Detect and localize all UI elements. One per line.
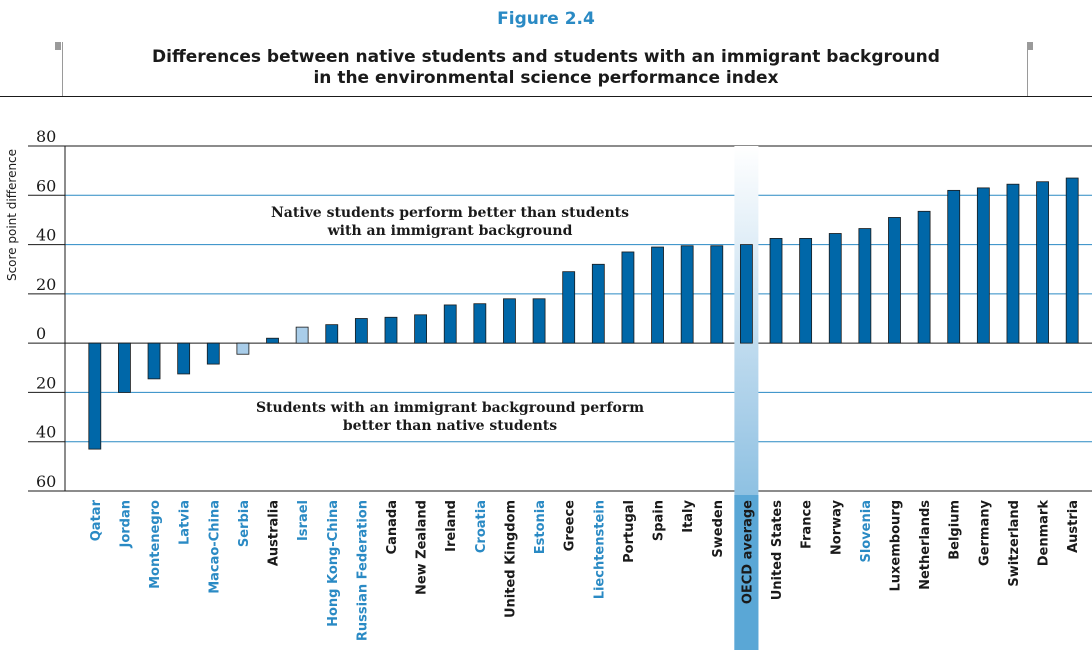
bar-netherlands [917,210,931,344]
annotation-above-line1: Native students perform better than stud… [271,205,629,221]
bar-sweden [710,245,724,344]
bar-canada [384,316,398,344]
x-tick-label: Estonia [533,500,548,554]
bar-luxembourg [888,217,901,344]
bar-russian-federation [354,318,368,344]
x-tick-label: Germany [977,499,992,565]
bar-jordan [118,342,131,393]
bar-greece [562,271,576,344]
bar-belgium [947,189,961,344]
x-tick-label: Qatar [89,499,104,541]
x-tick-label: Jordan [118,500,133,549]
bar-france [799,238,813,344]
x-tick-label: Latvia [178,500,193,545]
bar-united-states [769,238,783,344]
bar-croatia [473,303,487,344]
bar-latvia [177,342,191,375]
x-tick-label: France [800,500,815,549]
y-tick-label: 40 [36,423,56,442]
x-tick-label: Denmark [1037,500,1052,567]
x-tick-label: United States [770,500,785,601]
category-labels: Qatar Jordan Montenegro Latvia Macao-China Se… [89,495,1081,650]
bars [88,177,1079,450]
y-tick-label: 60 [36,176,56,195]
x-tick-label: Russian Federation [355,500,370,641]
bar-ireland [443,304,457,344]
bar-italy [680,245,694,344]
annotation-below-line1: Students with an immigrant background pe… [256,400,644,416]
x-tick-label: Austria [1066,500,1081,553]
oecd-average-label-bg [734,495,759,650]
y-axis-label: Score point difference [5,149,19,281]
x-tick-label: Serbia [237,500,252,547]
x-tick-label: OECD average [740,500,755,604]
bar-spain [651,246,664,344]
bar-portugal [621,251,635,344]
x-tick-label: Liechtenstein [592,500,607,599]
bar-denmark [1036,181,1049,344]
y-tick-label: 80 [36,127,56,146]
x-tick-label: Norway [829,499,844,555]
chart-title-line1: Differences between native students and … [152,47,940,67]
x-tick-label: Hong Kong-China [326,500,341,627]
x-tick-label: Australia [267,500,282,566]
x-tick-label: United Kingdom [503,500,518,618]
bar-montenegro [147,342,161,380]
x-tick-label: Slovenia [859,500,874,563]
bar-macao-china [206,342,220,365]
annotation-above-line2: with an immigrant background [327,223,573,239]
x-tick-label: Spain [652,500,667,541]
bar-serbia [236,342,250,355]
chart-title-line2: in the environmental science performance… [313,68,778,88]
x-tick-label: Portugal [622,500,637,563]
x-tick-label: Ireland [444,500,459,552]
bar-australia [266,337,279,344]
bar-liechtenstein [591,263,605,344]
x-tick-label: Luxembourg [888,500,903,592]
x-tick-label: Switzerland [1007,500,1022,587]
bar-qatar [88,342,102,450]
x-tick-label: Montenegro [148,500,163,589]
bar-slovenia [858,228,872,344]
bar-germany [976,187,990,344]
x-tick-label: Canada [385,500,400,554]
x-tick-label: Sweden [711,500,726,558]
x-tick-label: Croatia [474,500,489,553]
x-tick-label: Italy [681,499,696,532]
x-tick-label: Netherlands [918,500,933,590]
bar-hong-kong-china [325,324,339,344]
bar-israel [295,326,309,344]
y-tick-label: 0 [36,324,46,343]
axes: 80 60 40 20 0 20 40 60 [28,127,66,492]
y-tick-label: 40 [36,226,56,245]
bar-norway [828,233,842,344]
gridlines [65,145,1092,492]
bar-austria [1065,177,1079,344]
bar-new-zealand [414,314,428,344]
y-tick-label: 20 [36,373,56,392]
x-tick-label: Greece [563,500,578,551]
annotation-below-line2: better than native students [343,418,557,434]
x-tick-label: Belgium [948,500,963,560]
bar-united-kingdom [503,298,516,344]
bar-oecd-average [739,244,753,344]
figure-label: Figure 2.4 [497,9,595,29]
bar-switzerland [1006,183,1020,344]
y-tick-label: 60 [36,472,56,491]
title-bar-left-marker [55,42,61,50]
x-tick-label: New Zealand [415,500,430,595]
title-bar-right-marker [1027,42,1033,50]
x-tick-label: Israel [296,500,311,541]
x-tick-label: Macao-China [207,500,222,594]
y-tick-label: 20 [36,275,56,294]
bar-estonia [532,298,546,344]
